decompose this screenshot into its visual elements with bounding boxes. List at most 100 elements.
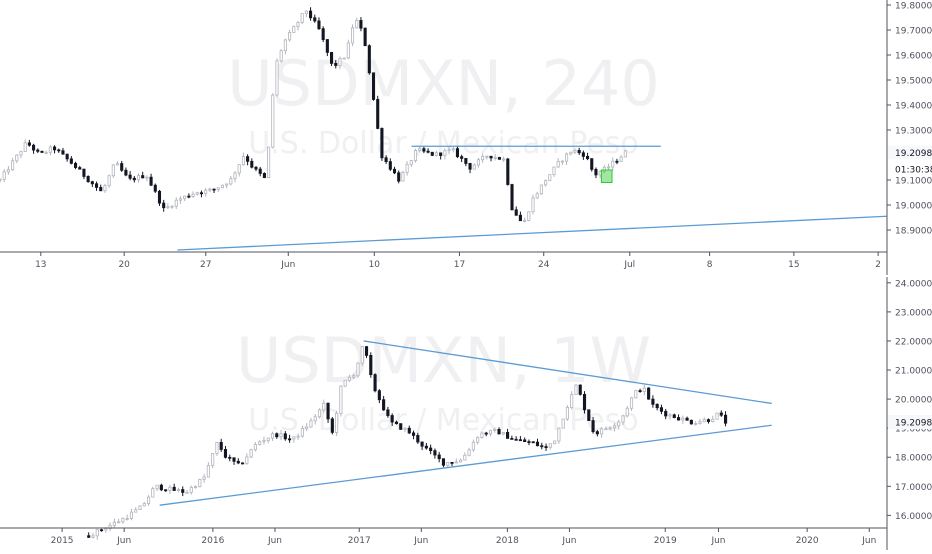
candle-body — [476, 436, 480, 443]
candle-body — [288, 32, 292, 41]
candle-body — [187, 195, 191, 198]
candle-body — [350, 27, 355, 44]
time-tick-label: 2018 — [496, 536, 519, 546]
candle-body — [481, 156, 485, 161]
time-tick-label: Jun — [861, 536, 876, 546]
time-tick-label: Jul — [623, 260, 635, 270]
candle-body — [334, 62, 338, 66]
candle-body — [497, 429, 501, 435]
candle-body — [659, 407, 664, 412]
candle-body — [416, 435, 420, 443]
candle-body — [386, 409, 390, 416]
trendline-upper — [363, 340, 772, 405]
candle-body — [199, 192, 203, 195]
candle-body — [450, 461, 454, 464]
candle-body — [304, 10, 308, 15]
candle-body — [702, 419, 706, 423]
candle-body — [523, 439, 527, 443]
candle-body — [574, 384, 578, 396]
time-tick-label: Jun — [280, 260, 295, 270]
candle-body — [561, 418, 565, 429]
candle-body — [6, 169, 10, 173]
candle-body — [136, 175, 141, 181]
time-tick-label: 15 — [788, 260, 799, 270]
candle-body — [162, 202, 166, 209]
candle-body — [86, 176, 90, 183]
trendline-support — [177, 215, 888, 251]
candle-body — [125, 518, 129, 520]
candle-body — [325, 39, 329, 53]
candle-body — [506, 432, 510, 439]
candle-body — [219, 442, 223, 450]
candle-body — [634, 390, 638, 399]
candle-body — [95, 529, 99, 537]
candle-body — [441, 458, 446, 466]
candle-body — [53, 146, 57, 151]
candle-body — [271, 94, 275, 148]
candle-body — [178, 198, 183, 201]
candle-body — [698, 421, 702, 424]
candle-body — [237, 164, 241, 174]
time-tick-label: 27 — [200, 260, 211, 270]
candle-body — [380, 128, 384, 159]
candle-body — [484, 432, 488, 435]
candle-body — [189, 487, 193, 493]
candle-body — [228, 456, 232, 459]
candle-body — [216, 187, 220, 190]
watermark-description: U.S. Dollar / Mexican Peso — [248, 403, 638, 438]
candle-body — [591, 420, 595, 433]
candle-body — [193, 486, 198, 489]
time-tick-label: Jun — [116, 536, 131, 546]
candle-body — [172, 486, 176, 491]
candle-body — [15, 154, 19, 162]
candle-body — [382, 399, 386, 411]
candle-body — [552, 166, 556, 176]
candle-body — [581, 152, 585, 157]
candle-body — [420, 441, 424, 447]
candle-body — [594, 168, 598, 176]
candle-body — [138, 505, 142, 511]
candle-body — [363, 27, 367, 47]
candle-body — [90, 181, 94, 185]
candle-body — [339, 385, 343, 414]
candle-body — [611, 160, 615, 168]
candle-body — [510, 437, 514, 440]
candle-body — [403, 427, 407, 430]
candle-body — [27, 142, 31, 146]
candle-body — [556, 160, 560, 168]
candle-body — [460, 156, 464, 159]
candle-body — [65, 153, 69, 160]
candle-body — [185, 491, 189, 494]
candle-body — [146, 496, 151, 505]
last-price-label: 19.20987 — [895, 149, 932, 159]
candle-body — [78, 167, 82, 170]
candle-body — [0, 178, 2, 181]
time-tick-label: 2 — [875, 260, 881, 270]
last-price-tag — [888, 145, 932, 160]
candle-body — [223, 449, 228, 458]
candle-body — [220, 184, 224, 189]
candle-body — [413, 150, 418, 162]
time-tick-label: Jun — [413, 536, 428, 546]
candle-body — [369, 355, 373, 376]
candle-body — [373, 374, 377, 392]
candle-body — [439, 152, 443, 156]
price-tick-label: 19.40000 — [895, 102, 932, 112]
candle-body — [168, 486, 172, 491]
candle-body — [390, 415, 394, 423]
candle-body — [356, 362, 360, 377]
candle-body — [159, 484, 163, 491]
candle-body — [681, 417, 685, 421]
candle-body — [485, 155, 489, 158]
candle-body — [625, 407, 629, 417]
candle-body — [245, 456, 249, 464]
candle-body — [615, 160, 619, 163]
candle-body — [464, 158, 468, 164]
candle-body — [573, 150, 577, 153]
candle-body — [506, 158, 510, 185]
candle-body — [582, 393, 587, 411]
candle-body — [343, 379, 347, 387]
candle-body — [578, 384, 582, 395]
candle-body — [283, 433, 287, 440]
